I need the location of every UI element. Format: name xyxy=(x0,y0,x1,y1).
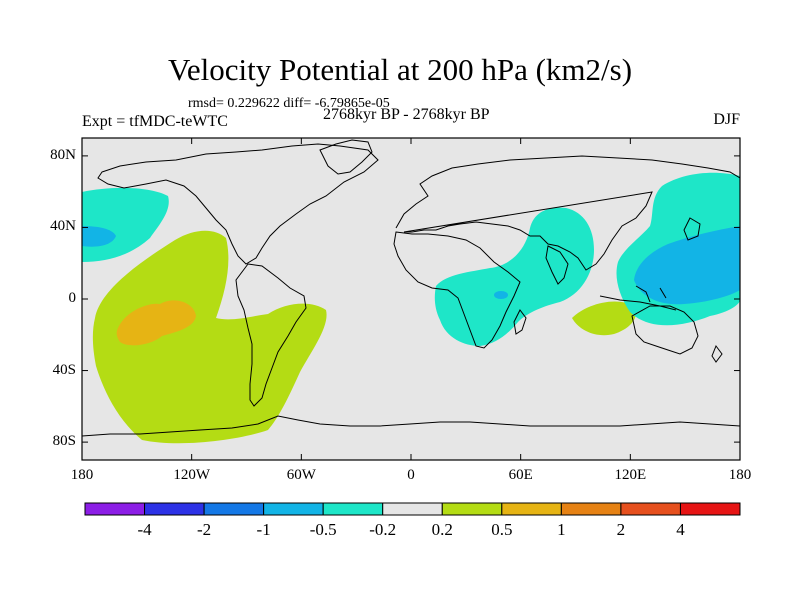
experiment-label: Expt = tfMDC-teWTC xyxy=(82,113,228,130)
colorbar-label: 0.5 xyxy=(491,520,513,539)
coast-south-america xyxy=(235,263,307,407)
colorbar-label: 2 xyxy=(616,520,626,539)
lat-label: 40S xyxy=(52,361,76,378)
coast-japan xyxy=(683,217,701,241)
colorbar-label: -2 xyxy=(196,520,212,539)
coast-antarctica xyxy=(82,415,740,437)
colorbar-label: -4 xyxy=(137,520,152,539)
colorbar-swatch xyxy=(84,502,146,516)
coast-india xyxy=(545,245,569,285)
coast-europe-asia xyxy=(395,155,740,271)
period-label: 2768kyr BP - 2768kyr BP xyxy=(323,106,490,123)
lat-label: 80S xyxy=(52,433,76,450)
colorbar-swatch xyxy=(679,502,741,516)
colorbar-swatch xyxy=(441,502,503,516)
season-label: DJF xyxy=(713,111,740,128)
colorbar-swatch xyxy=(620,502,681,516)
chart-title: Velocity Potential at 200 hPa (km2/s) xyxy=(167,52,633,87)
colorbar-label: 0.2 xyxy=(431,520,453,539)
lon-label: 60E xyxy=(508,467,533,483)
coastlines xyxy=(82,139,740,437)
positive-core xyxy=(116,300,196,346)
colorbar-swatch xyxy=(203,502,265,516)
lat-label: 0 xyxy=(68,290,77,306)
lat-label: 80N xyxy=(50,146,76,163)
colorbar-label: 1 xyxy=(557,520,566,539)
stats-text: rmsd= 0.229622 diff= -6.79865e-05 xyxy=(188,96,390,111)
colorbar xyxy=(84,502,741,516)
negative-core-npac-west xyxy=(82,226,116,247)
negative-core-africa xyxy=(494,291,508,299)
colorbar-swatch xyxy=(501,502,562,516)
positive-region-indian xyxy=(572,301,636,336)
colorbar-swatch xyxy=(382,502,443,516)
colorbar-swatch xyxy=(560,502,622,516)
colorbar-swatch xyxy=(322,502,384,516)
coast-africa xyxy=(393,231,521,349)
lon-label: 120E xyxy=(614,467,647,483)
positive-region-pacific xyxy=(92,230,327,444)
axis-ticks xyxy=(81,138,741,460)
lon-label: 180 xyxy=(70,467,94,483)
colorbar-label: -0.5 xyxy=(309,520,337,539)
colorbar-swatch xyxy=(144,502,205,516)
lon-label: 180 xyxy=(728,467,752,483)
coast-north-america xyxy=(97,143,379,265)
colorbar-label: -1 xyxy=(256,520,271,539)
lon-label: 60W xyxy=(286,467,316,483)
colorbar-label: 4 xyxy=(676,520,685,539)
colorbar-label: -0.2 xyxy=(369,520,397,539)
lon-label: 120W xyxy=(173,467,210,483)
lon-label: 0 xyxy=(407,467,415,483)
coast-madagascar xyxy=(513,309,527,335)
coast-australia xyxy=(631,305,699,355)
coast-indonesia xyxy=(599,285,677,311)
lat-label: 40N xyxy=(50,218,76,235)
negative-core-wpac xyxy=(634,226,740,305)
colorbar-swatch xyxy=(263,502,324,516)
coast-greenland xyxy=(319,139,373,175)
coast-new-zealand xyxy=(711,344,723,363)
